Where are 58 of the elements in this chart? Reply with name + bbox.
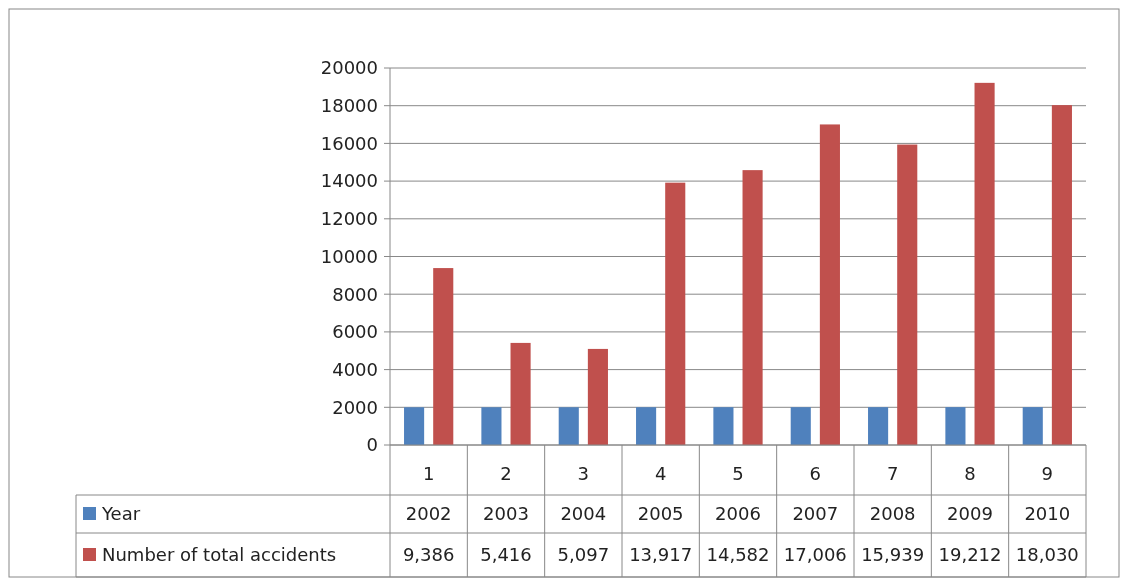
y-tick-label: 4000	[332, 358, 378, 380]
data-label: 14,582	[706, 544, 770, 566]
bar	[945, 407, 966, 445]
data-label: 9,386	[402, 544, 455, 566]
bar	[713, 407, 734, 445]
bar	[742, 170, 763, 445]
legend-label: Number of total accidents	[102, 544, 337, 566]
y-tick-label: 2000	[332, 396, 378, 418]
data-label: 2004	[560, 503, 607, 525]
bar	[790, 407, 811, 445]
y-tick-label: 8000	[332, 283, 378, 305]
y-tick-label: 14000	[320, 170, 378, 192]
y-tick-label: 10000	[320, 245, 378, 267]
data-label: 15,939	[861, 544, 925, 566]
data-label: 2002	[405, 503, 452, 525]
data-label: 2003	[483, 503, 529, 525]
data-label: 2005	[637, 503, 684, 525]
data-label: 5,416	[480, 544, 532, 566]
data-label: 2008	[869, 503, 916, 525]
x-tick-label: 7	[886, 463, 899, 484]
legend-label: Year	[101, 503, 141, 525]
bar	[897, 144, 918, 445]
bar	[636, 407, 657, 445]
bar	[587, 348, 608, 445]
y-tick-label: 0	[366, 434, 378, 456]
bar	[665, 182, 686, 445]
bar	[558, 407, 579, 445]
data-label: 2006	[715, 503, 761, 525]
y-tick-label: 6000	[332, 321, 378, 343]
bar	[481, 407, 502, 445]
bar	[1022, 407, 1043, 445]
x-tick-label: 2	[500, 463, 512, 484]
x-tick-label: 9	[1041, 463, 1054, 484]
bar	[819, 124, 840, 445]
y-tick-label: 20000	[320, 57, 378, 79]
bar	[1051, 105, 1072, 445]
x-tick-label: 1	[422, 463, 435, 484]
y-tick-label: 16000	[320, 132, 378, 154]
data-label: 13,917	[629, 544, 693, 566]
data-label: 18,030	[1015, 544, 1079, 566]
data-label: 17,006	[783, 544, 847, 566]
bar	[974, 82, 995, 445]
x-tick-label: 6	[809, 463, 822, 484]
bar	[510, 342, 531, 445]
data-label: 2009	[947, 503, 993, 525]
bar	[404, 407, 425, 445]
y-tick-label: 18000	[320, 95, 378, 116]
y-tick-label: 12000	[320, 208, 378, 230]
data-label: 19,212	[938, 544, 1002, 566]
x-tick-label: 3	[577, 463, 590, 484]
data-label: 5,097	[557, 544, 610, 566]
x-tick-label: 8	[964, 463, 976, 484]
data-label: 2010	[1024, 503, 1071, 525]
x-tick-label: 4	[654, 463, 667, 484]
x-tick-label: 5	[732, 463, 744, 484]
bar	[433, 268, 454, 445]
bar	[868, 407, 889, 445]
data-label: 2007	[792, 503, 839, 525]
